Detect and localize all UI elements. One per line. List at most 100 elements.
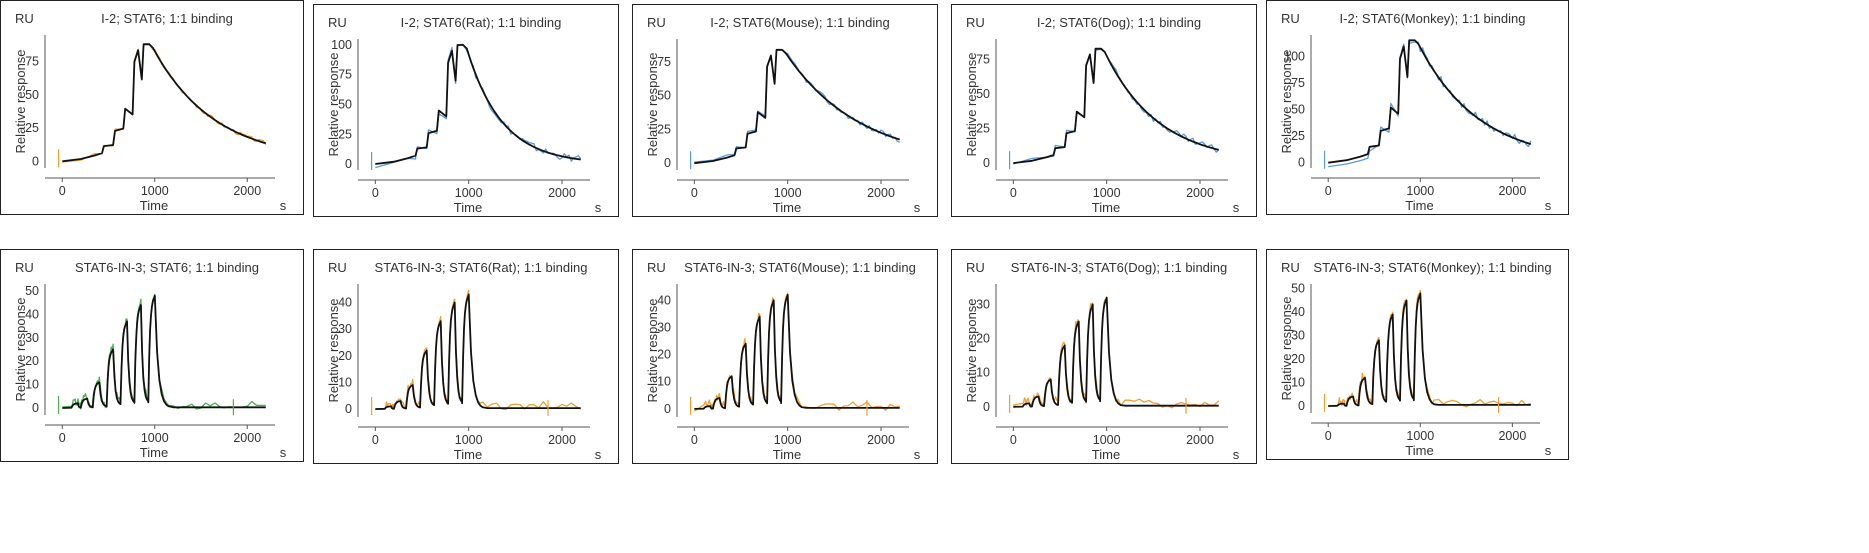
- chart-title: I-2; STAT6(Rat); 1:1 binding: [401, 15, 562, 30]
- chart-panel-10: RU STAT6-IN-3; STAT6(Monkey); 1:1 binding…: [1266, 249, 1569, 460]
- observed-response-line: [62, 293, 266, 410]
- y-tick-label: 30: [976, 297, 990, 311]
- x-tick-label: 0: [1010, 433, 1017, 447]
- y-tick-label: 0: [983, 400, 990, 414]
- x-axis-label: Time: [1405, 443, 1433, 458]
- x-axis-unit: s: [914, 447, 921, 462]
- x-tick-label: 1000: [1406, 429, 1434, 443]
- y-tick-label: 100: [331, 38, 352, 52]
- x-axis-label: Time: [1092, 447, 1120, 462]
- y-tick-label: 30: [657, 320, 671, 334]
- fit-line: [1328, 292, 1531, 407]
- x-axis-unit: s: [1545, 443, 1552, 458]
- y-axis-label: Relative response: [645, 298, 660, 402]
- y-tick-label: 30: [338, 322, 352, 336]
- y-tick-label: 40: [657, 293, 671, 307]
- chart-svg: RU I-2; STAT6(Monkey); 1:1 binding 0 25 50 75…: [1279, 11, 1552, 213]
- chart-title: STAT6-IN-3; STAT6(Monkey); 1:1 binding: [1313, 260, 1551, 275]
- chart-title: I-2; STAT6; 1:1 binding: [101, 11, 233, 26]
- y-tick-label: 50: [1291, 282, 1305, 296]
- x-tick-label: 2000: [1498, 184, 1526, 198]
- y-tick-label: 20: [976, 332, 990, 346]
- y-tick-label: 50: [25, 88, 39, 102]
- x-tick-label: 2000: [548, 433, 576, 447]
- unit-label: RU: [647, 15, 666, 30]
- observed-response-line: [375, 289, 581, 411]
- x-axis-label: Time: [454, 200, 482, 215]
- x-tick-label: 1000: [774, 186, 802, 200]
- y-tick-label: 0: [345, 157, 352, 171]
- x-tick-label: 2000: [867, 433, 895, 447]
- observed-response-line: [375, 43, 582, 169]
- fit-line: [694, 294, 900, 410]
- y-tick-label: 0: [345, 402, 352, 416]
- x-tick-label: 2000: [233, 184, 261, 198]
- y-tick-label: 75: [1291, 76, 1305, 90]
- y-axis-label: Relative response: [964, 52, 979, 156]
- y-tick-label: 75: [25, 55, 39, 69]
- chart-panel-2: RU I-2; STAT6(Rat); 1:1 binding 0 25 50 75 100…: [313, 4, 619, 217]
- y-tick-label: 0: [32, 401, 39, 415]
- chart-title: STAT6-IN-3; STAT6(Mouse); 1:1 binding: [684, 260, 916, 275]
- y-tick-label: 20: [1291, 352, 1305, 366]
- x-tick-label: 1000: [1406, 184, 1434, 198]
- chart-svg: RU I-2; STAT6(Mouse); 1:1 binding 0 25 50 75 0…: [645, 15, 921, 215]
- observed-response-line: [62, 42, 267, 163]
- unit-label: RU: [328, 260, 347, 275]
- x-axis-label: Time: [140, 198, 168, 213]
- x-tick-label: 0: [59, 431, 66, 445]
- y-tick-label: 0: [32, 154, 39, 168]
- x-tick-label: 0: [372, 433, 379, 447]
- y-tick-label: 10: [976, 366, 990, 380]
- x-tick-label: 0: [691, 186, 698, 200]
- x-tick-label: 1000: [1093, 186, 1121, 200]
- y-tick-label: 75: [976, 53, 990, 67]
- x-axis-label: Time: [1092, 200, 1120, 215]
- chart-svg: RU STAT6-IN-3; STAT6(Dog); 1:1 binding 0 10…: [964, 260, 1240, 462]
- y-axis-label: Relative response: [326, 52, 341, 156]
- y-tick-label: 25: [1291, 129, 1305, 143]
- x-axis-label: Time: [1405, 198, 1433, 213]
- x-tick-label: 0: [1325, 429, 1332, 443]
- unit-label: RU: [1281, 11, 1300, 26]
- y-tick-label: 25: [25, 121, 39, 135]
- y-tick-label: 40: [1291, 305, 1305, 319]
- chart-panel-9: RU STAT6-IN-3; STAT6(Dog); 1:1 binding 0 10…: [951, 249, 1257, 464]
- x-tick-label: 2000: [1186, 186, 1214, 200]
- x-tick-label: 1000: [455, 433, 483, 447]
- chart-title: I-2; STAT6(Monkey); 1:1 binding: [1340, 11, 1526, 26]
- chart-panel-4: RU I-2; STAT6(Dog); 1:1 binding 0 25 50 75 0 10…: [951, 4, 1257, 217]
- observed-response-line: [694, 49, 900, 163]
- x-axis-unit: s: [1233, 200, 1240, 215]
- y-tick-label: 30: [25, 331, 39, 345]
- x-tick-label: 0: [59, 184, 66, 198]
- x-tick-label: 1000: [141, 184, 169, 198]
- unit-label: RU: [15, 260, 34, 275]
- y-tick-label: 30: [1291, 329, 1305, 343]
- chart-title: I-2; STAT6(Mouse); 1:1 binding: [710, 15, 889, 30]
- y-axis-label: Relative response: [645, 52, 660, 156]
- x-axis-unit: s: [914, 200, 921, 215]
- unit-label: RU: [966, 15, 985, 30]
- y-tick-label: 50: [1291, 102, 1305, 116]
- observed-response-line: [1013, 297, 1220, 409]
- x-tick-label: 0: [1010, 186, 1017, 200]
- unit-label: RU: [647, 260, 666, 275]
- x-axis-unit: s: [1233, 447, 1240, 462]
- chart-svg: RU STAT6-IN-3; STAT6; 1:1 binding 0 10 20 30 4…: [13, 260, 287, 460]
- y-tick-label: 0: [1298, 399, 1305, 413]
- y-tick-label: 20: [338, 349, 352, 363]
- y-tick-label: 0: [983, 156, 990, 170]
- chart-title: STAT6-IN-3; STAT6(Rat); 1:1 binding: [375, 260, 588, 275]
- x-tick-label: 2000: [1498, 429, 1526, 443]
- chart-svg: RU I-2; STAT6(Rat); 1:1 binding 0 25 50 75 100…: [326, 15, 602, 215]
- chart-title: STAT6-IN-3; STAT6(Dog); 1:1 binding: [1011, 260, 1228, 275]
- chart-panel-7: RU STAT6-IN-3; STAT6(Rat); 1:1 binding 0 10…: [313, 249, 619, 464]
- fit-line: [1328, 39, 1532, 164]
- chart-panel-1: RU I-2; STAT6; 1:1 binding 0 25 50 75 0 1000 200…: [0, 0, 304, 215]
- y-tick-label: 25: [338, 127, 352, 141]
- y-tick-label: 20: [657, 348, 671, 362]
- unit-label: RU: [966, 260, 985, 275]
- fit-line: [694, 48, 900, 165]
- y-tick-label: 10: [25, 378, 39, 392]
